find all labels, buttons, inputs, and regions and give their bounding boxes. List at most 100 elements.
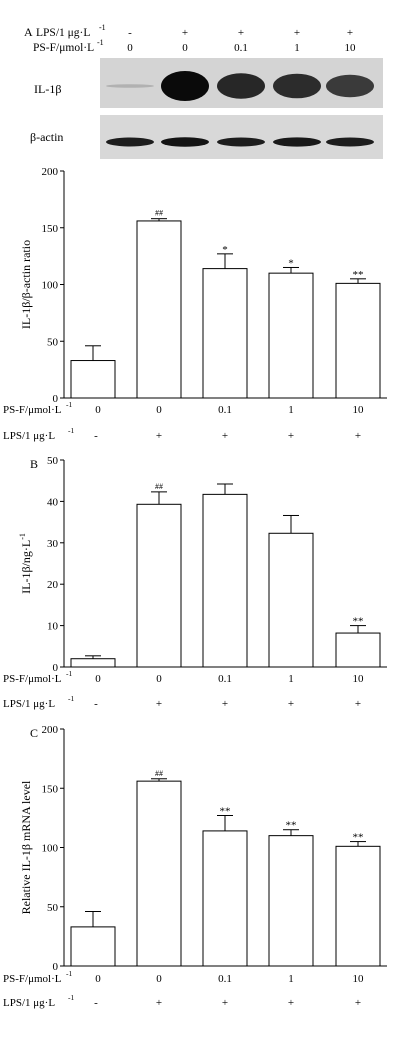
significance-marker: **: [286, 820, 297, 832]
category-label: 0: [95, 404, 101, 416]
lps-sign: +: [156, 698, 162, 710]
y-tick-label: 150: [42, 783, 59, 795]
lps-sign: +: [288, 997, 294, 1009]
significance-marker: **: [353, 832, 364, 844]
y-axis-label: IL-1β/ng·L-1: [18, 533, 33, 594]
blot-psf-dose: 0: [127, 42, 133, 54]
category-label: 10: [353, 973, 365, 985]
lps-sign: +: [156, 430, 162, 442]
bar: [268, 532, 314, 668]
lps-sign: +: [355, 430, 361, 442]
row-label-psf: PS-F/μmol·L: [3, 973, 62, 985]
band-bactin: [273, 137, 321, 147]
blot-psf-row-label-sup: -1: [97, 38, 104, 47]
blot-header: A LPS/1 μg·L -1 PS-F/μmol·L -1: [24, 23, 106, 54]
panel-letter: C: [30, 726, 38, 740]
row-label-lps-sup: -1: [68, 694, 74, 703]
band-bactin: [161, 137, 209, 147]
lps-sign: +: [156, 997, 162, 1009]
y-axis-label-sup: -1: [18, 533, 27, 540]
bar: [202, 493, 248, 668]
category-label: 0: [95, 673, 101, 685]
blot-psf-dose: 0.1: [234, 42, 248, 54]
bands-bactin: [106, 137, 374, 147]
lps-sign: +: [222, 430, 228, 442]
lps-sign: -: [94, 997, 98, 1009]
category-label: 10: [353, 404, 365, 416]
category-label: 1: [288, 673, 294, 685]
significance-marker: ##: [155, 209, 163, 218]
bar: [70, 360, 116, 399]
category-label: 1: [288, 973, 294, 985]
row-label-psf-sup: -1: [66, 400, 72, 409]
panel-letter: B: [30, 457, 38, 471]
y-tick-label: 10: [47, 621, 59, 633]
row-label-psf: PS-F/μmol·L: [3, 404, 62, 416]
band-il1b: [106, 84, 154, 88]
significance-marker: *: [288, 257, 294, 269]
category-label: 0: [95, 973, 101, 985]
blot-psf-dose: 0: [182, 42, 188, 54]
category-label: 1: [288, 404, 294, 416]
y-tick-label: 100: [42, 843, 59, 855]
y-axis-label: IL-1β/β-actin ratio: [19, 240, 33, 329]
category-label: 0: [156, 673, 162, 685]
row-label-lps: LPS/1 μg·L: [3, 698, 55, 710]
bar: [136, 220, 182, 399]
y-tick-label: 150: [42, 223, 59, 235]
blot-psf-dose: 10: [345, 42, 357, 54]
y-axis-label: Relative IL-1β mRNA level: [19, 780, 33, 914]
lps-sign: +: [288, 698, 294, 710]
blot-lps-sign: +: [182, 27, 188, 39]
y-tick-label: 0: [53, 662, 59, 674]
y-tick-label: 200: [42, 724, 59, 736]
bar: [335, 845, 381, 967]
band-il1b: [217, 73, 265, 99]
bands-il1b: [106, 71, 374, 101]
lps-sign: -: [94, 430, 98, 442]
lps-sign: -: [94, 698, 98, 710]
band-il1b: [326, 74, 374, 98]
significance-marker: ##: [155, 769, 163, 778]
blot-lps-row-label: LPS/1 μg·L: [36, 27, 90, 39]
y-tick-label: 50: [47, 336, 59, 348]
y-tick-label: 50: [47, 455, 59, 467]
band-bactin: [106, 137, 154, 147]
blot-lps-sign: +: [238, 27, 244, 39]
y-axis-label-text: Relative IL-1β mRNA level: [19, 780, 33, 914]
band-strip-bactin: [100, 115, 383, 159]
category-label: 0.1: [218, 973, 232, 985]
lps-sign: +: [288, 430, 294, 442]
blot-lps-row-label-sup: -1: [99, 23, 106, 32]
band-label-il1b: IL-1β: [34, 82, 61, 96]
bar: [335, 282, 381, 399]
row-label-lps-sup: -1: [68, 993, 74, 1002]
y-axis-label-text: IL-1β/ng·L: [19, 540, 33, 594]
category-label: 0.1: [218, 673, 232, 685]
blot-lps-sign: +: [347, 27, 353, 39]
band-label-bactin: β-actin: [30, 130, 63, 144]
bar: [136, 780, 182, 967]
row-label-lps: LPS/1 μg·L: [3, 997, 55, 1009]
blot-lps-sign: -: [128, 27, 132, 39]
band-bactin: [326, 137, 374, 147]
category-label: 10: [353, 673, 365, 685]
bar: [202, 268, 248, 399]
blot-lps-signs: - + + + +: [128, 27, 353, 39]
significance-marker: ##: [155, 482, 163, 491]
bar: [70, 926, 116, 967]
blot-psf-dose: 1: [294, 42, 300, 54]
band-il1b: [273, 73, 321, 99]
y-tick-label: 100: [42, 280, 59, 292]
bar: [335, 632, 381, 668]
row-label-lps-sup: -1: [68, 426, 74, 435]
blot-psf-doses: 0 0 0.1 1 10: [127, 42, 356, 54]
significance-marker: **: [220, 806, 231, 818]
y-tick-label: 40: [47, 496, 59, 508]
blot-psf-row-label: PS-F/μmol·L: [33, 42, 94, 54]
y-axis-label-text: IL-1β/β-actin ratio: [19, 240, 33, 329]
